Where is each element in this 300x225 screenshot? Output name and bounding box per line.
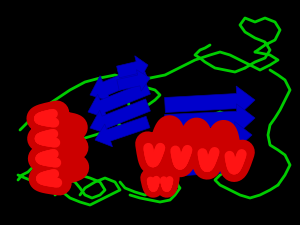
Polygon shape — [165, 104, 255, 134]
Polygon shape — [165, 122, 252, 150]
Polygon shape — [168, 139, 248, 167]
Polygon shape — [165, 86, 255, 116]
Polygon shape — [95, 116, 150, 147]
Polygon shape — [88, 82, 150, 118]
Polygon shape — [90, 65, 148, 101]
Polygon shape — [117, 70, 150, 91]
Polygon shape — [90, 99, 150, 134]
Polygon shape — [169, 153, 245, 179]
Polygon shape — [117, 56, 148, 79]
